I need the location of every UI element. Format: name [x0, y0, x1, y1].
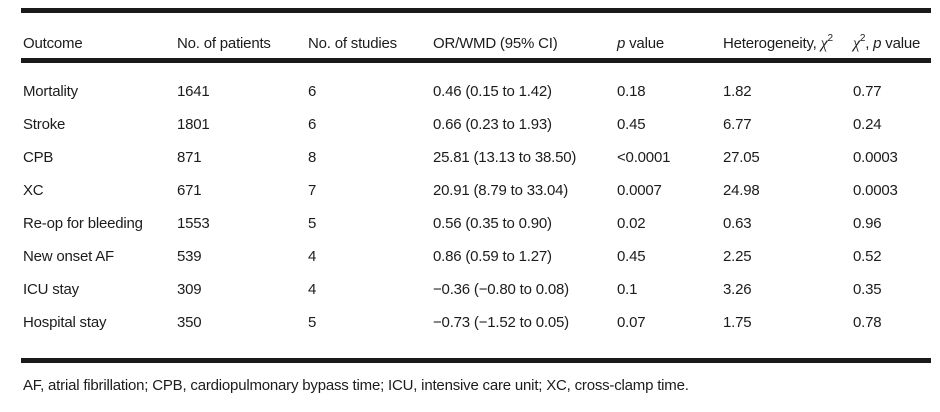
cell-outcome: CPB — [23, 149, 54, 166]
p-value-rest: value — [625, 35, 664, 52]
cell-patients: 309 — [177, 281, 202, 298]
chi-symbol: χ — [853, 35, 860, 52]
cell-p-value: 0.0007 — [617, 182, 662, 199]
cell-or-wmd: 0.86 (0.59 to 1.27) — [433, 248, 552, 265]
cell-outcome: Re-op for bleeding — [23, 215, 143, 232]
outcomes-table: Outcome No. of patients No. of studies O… — [21, 8, 931, 363]
cell-or-wmd: 0.46 (0.15 to 1.42) — [433, 83, 552, 100]
cell-outcome: Mortality — [23, 83, 78, 100]
cell-p-value: 0.07 — [617, 314, 646, 331]
cell-studies: 8 — [308, 149, 317, 166]
cell-studies: 6 — [308, 83, 317, 100]
cell-outcome: Hospital stay — [23, 314, 107, 331]
cell-patients: 871 — [177, 149, 202, 166]
cell-heterogeneity: 3.26 — [723, 281, 752, 298]
cell-studies: 4 — [308, 281, 317, 298]
chi-exponent: 2 — [827, 33, 833, 44]
cell-p-value: 0.18 — [617, 83, 646, 100]
p-value-italic: p — [873, 35, 882, 52]
cell-or-wmd: 0.66 (0.23 to 1.93) — [433, 116, 552, 133]
cell-patients: 1801 — [177, 116, 210, 133]
heterogeneity-prefix: Heterogeneity, — [723, 35, 821, 52]
cell-outcome: ICU stay — [23, 281, 79, 298]
chi-exponent: 2 — [859, 33, 866, 44]
cell-chi2-p-value: 0.96 — [853, 215, 882, 232]
cell-studies: 5 — [308, 215, 317, 232]
cell-patients: 1553 — [177, 215, 210, 232]
table-body: Mortality 1641 6 0.46 (0.15 to 1.42) 0.1… — [21, 63, 931, 363]
table-row: Mortality 1641 6 0.46 (0.15 to 1.42) 0.1… — [23, 75, 929, 108]
cell-heterogeneity: 6.77 — [723, 116, 752, 133]
cell-patients: 539 — [177, 248, 202, 265]
cell-p-value: 0.02 — [617, 215, 646, 232]
table-row: Stroke 1801 6 0.66 (0.23 to 1.93) 0.45 6… — [23, 108, 929, 141]
table-row: Re-op for bleeding 1553 5 0.56 (0.35 to … — [23, 207, 929, 240]
table-header-row: Outcome No. of patients No. of studies O… — [21, 8, 931, 63]
cell-outcome: Stroke — [23, 116, 66, 133]
cell-outcome: New onset AF — [23, 248, 114, 265]
col-header-patients: No. of patients — [177, 35, 271, 52]
cell-or-wmd: 25.81 (13.13 to 38.50) — [433, 149, 577, 166]
col-header-studies: No. of studies — [308, 35, 397, 52]
cell-studies: 5 — [308, 314, 317, 331]
cell-or-wmd: −0.36 (−0.80 to 0.08) — [433, 281, 569, 298]
p-value-rest: value — [881, 35, 921, 52]
cell-studies: 4 — [308, 248, 317, 265]
cell-patients: 671 — [177, 182, 202, 199]
col-header-p-value: p value — [617, 35, 723, 53]
p-value-italic: p — [617, 35, 626, 52]
cell-studies: 6 — [308, 116, 317, 133]
cell-p-value: <0.0001 — [617, 149, 671, 166]
cell-patients: 1641 — [177, 83, 210, 100]
table-footnote: AF, atrial fibrillation; CPB, cardiopulm… — [23, 377, 689, 394]
cell-heterogeneity: 0.63 — [723, 215, 752, 232]
cell-heterogeneity: 1.82 — [723, 83, 752, 100]
table-row: XC 671 7 20.91 (8.79 to 33.04) 0.0007 24… — [23, 174, 929, 207]
col-header-outcome: Outcome — [23, 35, 83, 52]
cell-or-wmd: 20.91 (8.79 to 33.04) — [433, 182, 569, 199]
cell-chi2-p-value: 0.0003 — [853, 182, 898, 199]
col-header-heterogeneity: Heterogeneity, χ2 — [723, 33, 853, 53]
comma: , — [865, 35, 874, 52]
cell-chi2-p-value: 0.24 — [853, 116, 882, 133]
paper-table-figure: Outcome No. of patients No. of studies O… — [21, 8, 931, 395]
cell-chi2-p-value: 0.35 — [853, 281, 882, 298]
cell-patients: 350 — [177, 314, 202, 331]
cell-heterogeneity: 1.75 — [723, 314, 752, 331]
cell-studies: 7 — [308, 182, 317, 199]
col-header-chi2-p-value: χ2, p value — [853, 33, 929, 53]
chi-symbol: χ — [820, 35, 828, 52]
cell-chi2-p-value: 0.52 — [853, 248, 882, 265]
cell-outcome: XC — [23, 182, 44, 199]
table-row: ICU stay 309 4 −0.36 (−0.80 to 0.08) 0.1… — [23, 273, 929, 306]
cell-or-wmd: 0.56 (0.35 to 0.90) — [433, 215, 552, 232]
cell-or-wmd: −0.73 (−1.52 to 0.05) — [433, 314, 569, 331]
cell-p-value: 0.1 — [617, 281, 638, 298]
col-header-or-wmd: OR/WMD (95% CI) — [433, 35, 558, 52]
cell-heterogeneity: 27.05 — [723, 149, 760, 166]
cell-chi2-p-value: 0.78 — [853, 314, 882, 331]
cell-heterogeneity: 24.98 — [723, 182, 760, 199]
cell-p-value: 0.45 — [617, 116, 646, 133]
table-row: New onset AF 539 4 0.86 (0.59 to 1.27) 0… — [23, 240, 929, 273]
cell-heterogeneity: 2.25 — [723, 248, 752, 265]
cell-chi2-p-value: 0.0003 — [853, 149, 898, 166]
table-row: Hospital stay 350 5 −0.73 (−1.52 to 0.05… — [23, 306, 929, 339]
table-row: CPB 871 8 25.81 (13.13 to 38.50) <0.0001… — [23, 141, 929, 174]
cell-chi2-p-value: 0.77 — [853, 83, 882, 100]
cell-p-value: 0.45 — [617, 248, 646, 265]
